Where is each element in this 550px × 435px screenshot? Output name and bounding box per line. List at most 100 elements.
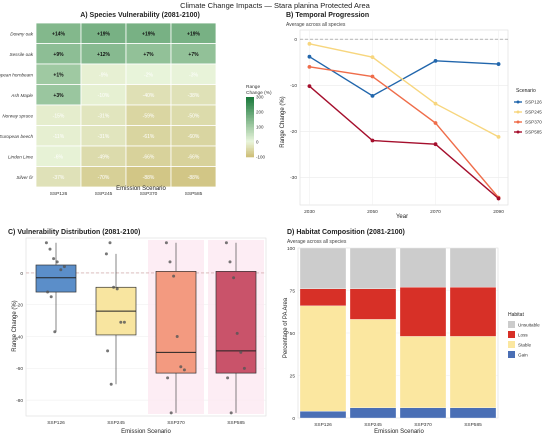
data-point bbox=[307, 64, 312, 69]
y-tick-label: 50 bbox=[290, 331, 296, 337]
cell-label: -10% bbox=[98, 93, 110, 99]
bar-segment bbox=[399, 247, 447, 288]
bar-segment bbox=[449, 336, 497, 408]
data-point bbox=[104, 252, 108, 256]
cell-label: +14% bbox=[52, 31, 65, 37]
data-point bbox=[166, 376, 170, 380]
colorbar-segment bbox=[246, 109, 254, 111]
cell-label: +12% bbox=[97, 52, 110, 58]
panel-c-title: C) Vulnerability Distribution (2081-2100… bbox=[8, 229, 140, 236]
cell-label: -2% bbox=[144, 72, 153, 78]
cell-label: -37% bbox=[53, 175, 65, 181]
bar-segment bbox=[299, 411, 347, 419]
colorbar-segment bbox=[246, 124, 254, 126]
data-point bbox=[175, 335, 179, 339]
panel-d-ylabel: Percentage of PA Area bbox=[283, 297, 289, 358]
bar-segment bbox=[399, 286, 447, 337]
colorbar-tick-label: 0 bbox=[256, 140, 259, 145]
data-point bbox=[228, 260, 232, 264]
panel-a-xlabel: Emission Scenario bbox=[116, 186, 166, 192]
data-point bbox=[52, 257, 56, 261]
data-point bbox=[370, 93, 375, 98]
box bbox=[35, 264, 77, 293]
colorbar-segment bbox=[246, 122, 254, 125]
x-tick-label: SSP585 bbox=[464, 422, 482, 428]
colorbar-segment bbox=[246, 148, 254, 150]
heatmap-cell bbox=[170, 166, 217, 188]
cell-label: -88% bbox=[188, 175, 200, 181]
colorbar-segment bbox=[246, 143, 254, 146]
colorbar-segment bbox=[246, 155, 254, 158]
legend-title: Scenario bbox=[516, 88, 536, 94]
data-point bbox=[44, 241, 48, 245]
row-label: Sessile oak bbox=[10, 52, 34, 57]
legend-marker bbox=[516, 110, 520, 114]
data-point bbox=[239, 350, 243, 354]
colorbar-segment bbox=[246, 107, 254, 110]
box bbox=[215, 271, 257, 374]
data-point bbox=[307, 41, 312, 46]
colorbar-label: Change (%) bbox=[246, 90, 272, 96]
data-point bbox=[109, 382, 113, 386]
cell-label: +9% bbox=[53, 52, 64, 58]
y-tick-label: 0 bbox=[292, 416, 295, 422]
y-tick-label: -20 bbox=[290, 129, 297, 135]
cell-label: -70% bbox=[98, 175, 110, 181]
data-point bbox=[62, 265, 66, 269]
panel-d-stacked-bar: D) Habitat Composition (2081-2100) Avera… bbox=[283, 229, 540, 435]
colorbar-segment bbox=[246, 113, 254, 116]
colorbar-segment bbox=[246, 112, 254, 114]
data-point bbox=[168, 260, 172, 264]
cell-label: +19% bbox=[97, 31, 110, 37]
colorbar-segment bbox=[246, 146, 254, 149]
row-label: European hornbeam bbox=[0, 72, 33, 77]
legend-label: SSP370 bbox=[525, 120, 542, 125]
colorbar-segment bbox=[246, 142, 254, 144]
series-line bbox=[309, 56, 499, 97]
data-point bbox=[370, 55, 375, 60]
cell-label: -59% bbox=[143, 113, 155, 119]
legend-label: Loss bbox=[518, 333, 528, 338]
colorbar-segment bbox=[246, 104, 254, 107]
data-point bbox=[242, 366, 246, 370]
data-point bbox=[496, 62, 501, 66]
panel-d-title: D) Habitat Composition (2081-2100) bbox=[287, 229, 405, 236]
y-tick-label: -30 bbox=[290, 175, 297, 181]
data-point bbox=[307, 54, 312, 59]
bar-segment bbox=[449, 286, 497, 337]
figure-title: Climate Change Impacts — Stara planina P… bbox=[180, 1, 371, 10]
panel-b-ylabel: Range Change (%) bbox=[280, 96, 286, 147]
panel-c-xlabel: Emission Scenario bbox=[121, 429, 171, 435]
legend-label: Gain bbox=[518, 353, 528, 358]
data-point bbox=[232, 276, 236, 280]
cell-label: +7% bbox=[188, 52, 199, 58]
row-label: Linden Lime bbox=[8, 154, 33, 159]
data-point bbox=[48, 247, 52, 251]
data-point bbox=[106, 349, 110, 353]
data-point bbox=[59, 268, 63, 272]
x-tick-label: SSP585 bbox=[227, 420, 245, 426]
panel-d-subtitle: Average across all species bbox=[287, 239, 347, 245]
cell-label: -60% bbox=[188, 134, 200, 140]
x-tick-label: 2050 bbox=[367, 209, 378, 215]
data-point bbox=[53, 330, 57, 334]
data-point bbox=[224, 241, 228, 245]
data-point bbox=[169, 411, 173, 415]
bar-segment bbox=[299, 288, 347, 306]
x-tick-label: SSP370 bbox=[140, 191, 158, 197]
colorbar-segment bbox=[246, 119, 254, 122]
colorbar-segment bbox=[246, 121, 254, 123]
colorbar-segment bbox=[246, 97, 254, 99]
x-tick-label: SSP126 bbox=[314, 422, 332, 428]
panel-c-ylabel: Range Change (%) bbox=[12, 300, 18, 351]
colorbar-label: Range bbox=[246, 84, 260, 90]
x-tick-label: SSP245 bbox=[95, 191, 113, 197]
cell-label: -11% bbox=[53, 134, 65, 140]
panel-a-title: A) Species Vulnerability (2081-2100) bbox=[80, 12, 200, 19]
x-tick-label: SSP370 bbox=[414, 422, 432, 428]
bar-segment bbox=[349, 288, 397, 320]
data-point bbox=[112, 285, 116, 289]
cell-label: -31% bbox=[98, 134, 110, 140]
cell-label: -49% bbox=[98, 154, 110, 160]
